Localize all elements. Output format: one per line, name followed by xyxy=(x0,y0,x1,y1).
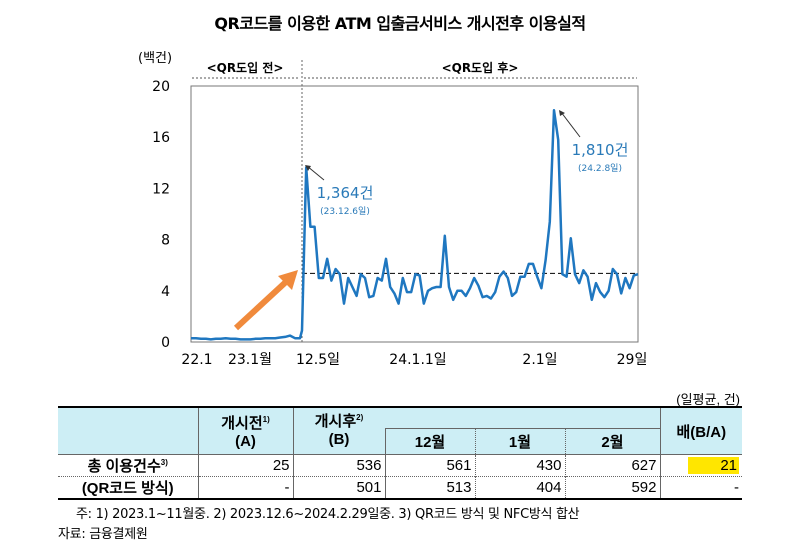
series-line xyxy=(191,109,639,341)
annotation-date-2: (24.2.8일) xyxy=(578,163,622,174)
y-tick-label: 4 xyxy=(161,284,170,300)
x-tick-label: 29일 xyxy=(617,352,648,368)
annotation-pointer-1 xyxy=(306,165,325,181)
y-tick-label: 0 xyxy=(161,335,170,351)
row-label: (QR코드 방식) xyxy=(81,480,174,497)
y-tick-label: 12 xyxy=(152,181,170,197)
source-note: 자료: 금융결제원 xyxy=(58,527,148,542)
cell-feb: 592 xyxy=(564,476,660,499)
x-tick-label: 23.1월 xyxy=(228,352,272,368)
header-before: 개시전1) (A) xyxy=(197,407,293,455)
annotation-pointer-head-2 xyxy=(559,110,565,116)
cell-feb: 627 xyxy=(564,454,660,477)
annotation-pointer-head-1 xyxy=(305,165,311,171)
line-chart: (백건) <QR도입 전> <QR도입 후> 0 4 8 12 16 20 22.1 23.… xyxy=(138,51,648,368)
x-tick-label: 12.5일 xyxy=(296,352,340,368)
usage-table: 개시전1) (A) 개시후2) (B) 배(B/A) 12월 1월 2월 총 이용건… xyxy=(58,406,742,500)
x-tick-label: 24.1.1일 xyxy=(389,352,446,368)
y-axis-label: (백건) xyxy=(138,51,172,66)
cell-before: 25 xyxy=(197,454,293,477)
growth-arrow-head xyxy=(278,270,298,290)
annotation-pointer-2 xyxy=(560,111,581,138)
x-tick-label: 22.1 xyxy=(181,352,212,368)
cell-ratio: - xyxy=(659,476,742,499)
period-label-before: <QR도입 전> xyxy=(207,60,284,75)
cell-ratio-highlight: 21 xyxy=(688,457,739,474)
row-label: 총 이용건수3) xyxy=(87,458,168,475)
y-tick-label: 8 xyxy=(161,233,170,249)
growth-arrow xyxy=(233,277,291,331)
table-row: 총 이용건수3) 25 536 561 430 627 21 xyxy=(58,454,742,477)
header-ratio: 배(B/A) xyxy=(659,407,742,455)
header-dec: 12월 xyxy=(384,428,475,455)
period-label-after: <QR도입 후> xyxy=(442,60,519,75)
cell-after: 536 xyxy=(292,454,385,477)
table-row: (QR코드 방식) - 501 513 404 592 - xyxy=(58,476,742,499)
header-row-2: 12월 1월 2월 xyxy=(58,428,742,455)
header-feb: 2월 xyxy=(564,428,660,455)
header-jan: 1월 xyxy=(474,428,565,455)
header-row-1: 개시전1) (A) 개시후2) (B) 배(B/A) xyxy=(58,407,742,455)
plot-frame xyxy=(190,85,639,343)
annotation-value-1: 1,364건 xyxy=(317,184,374,202)
cell-jan: 430 xyxy=(474,454,565,477)
y-tick-label: 16 xyxy=(152,130,170,146)
header-after: 개시후2) (B) xyxy=(292,407,385,455)
table-unit: (일평균, 건) xyxy=(676,392,740,407)
cell-dec: 561 xyxy=(384,454,475,477)
footnote: 주: 1) 2023.1~11월중. 2) 2023.12.6~2024.2.2… xyxy=(76,507,580,522)
annotation-date-1: (23.12.6일) xyxy=(320,206,370,217)
cell-dec: 513 xyxy=(384,476,475,499)
chart-title: QR코드를 이용한 ATM 입출금서비스 개시전후 이용실적 xyxy=(214,14,586,33)
header-blank xyxy=(58,407,198,455)
cell-after: 501 xyxy=(292,476,385,499)
annotation-value-2: 1,810건 xyxy=(572,141,629,159)
x-tick-label: 2.1일 xyxy=(522,352,557,368)
cell-jan: 404 xyxy=(474,476,565,499)
y-tick-label: 20 xyxy=(152,79,170,95)
header-month-span xyxy=(385,407,660,429)
cell-before: - xyxy=(197,476,293,499)
